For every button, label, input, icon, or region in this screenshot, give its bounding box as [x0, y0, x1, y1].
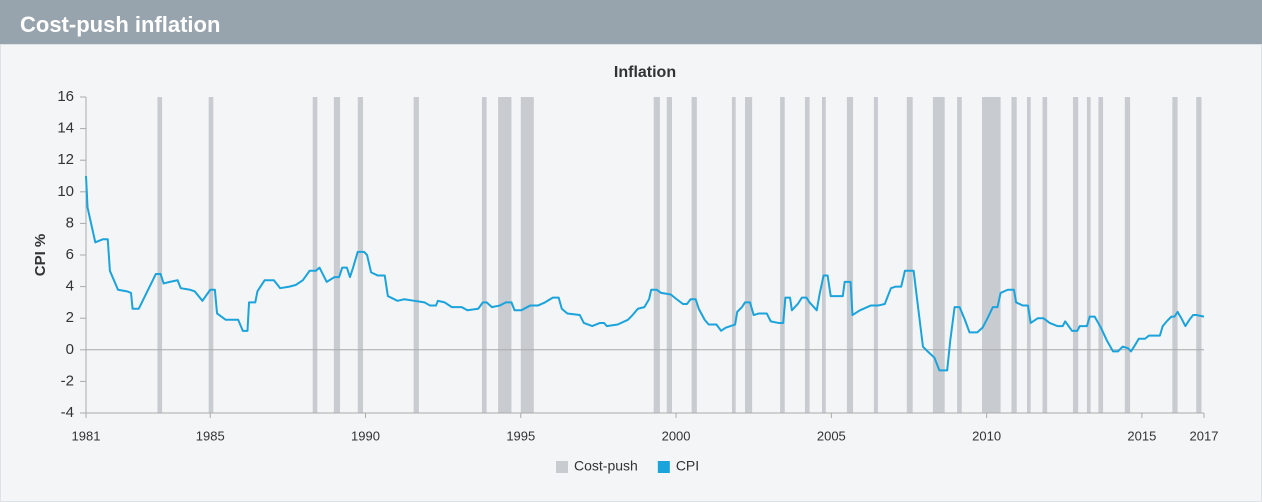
- cost-push-band: [1042, 97, 1048, 413]
- chart-title: Inflation: [614, 64, 676, 81]
- cost-push-band: [481, 97, 487, 413]
- y-tick-label: 16: [57, 88, 74, 105]
- cost-push-band: [906, 97, 913, 413]
- y-tick-label: 6: [66, 246, 74, 263]
- cost-push-band: [333, 97, 341, 413]
- legend-swatch: [556, 461, 568, 473]
- cost-push-band: [744, 97, 753, 413]
- cost-push-band: [780, 97, 785, 413]
- legend-swatch: [657, 461, 670, 473]
- y-tick-label: 8: [66, 214, 74, 231]
- cost-push-band: [932, 97, 945, 413]
- x-tick-label: 2017: [1190, 428, 1219, 443]
- x-tick-label: 1981: [72, 428, 101, 443]
- cost-push-band: [957, 97, 962, 413]
- y-tick-label: 14: [57, 120, 74, 137]
- y-tick-label: 12: [57, 151, 74, 168]
- x-tick-label: 2000: [662, 428, 691, 443]
- cost-push-band: [413, 97, 419, 413]
- cost-push-band: [653, 97, 660, 413]
- legend-label: CPI: [676, 458, 699, 474]
- cost-push-band: [157, 97, 163, 413]
- cost-push-band: [1098, 97, 1104, 413]
- legend-label: Cost-push: [574, 458, 638, 474]
- cost-push-band: [873, 97, 878, 413]
- x-tick-label: 1995: [506, 428, 535, 443]
- y-tick-label: 2: [66, 309, 74, 326]
- header-title: Cost-push inflation: [0, 0, 1262, 44]
- cost-push-band: [846, 97, 854, 413]
- cost-push-band: [1196, 97, 1202, 413]
- cost-push-band: [208, 97, 214, 413]
- cost-push-band: [1172, 97, 1178, 413]
- cost-push-band: [1011, 97, 1017, 413]
- cost-push-band: [1072, 97, 1079, 413]
- y-axis-label: CPI %: [32, 234, 49, 277]
- y-tick-label: -2: [61, 372, 74, 389]
- cost-push-band: [666, 97, 673, 413]
- cost-push-band: [822, 97, 826, 413]
- y-tick-label: 0: [66, 341, 74, 358]
- cost-push-band: [312, 97, 318, 413]
- x-tick-label: 2005: [817, 428, 846, 443]
- y-tick-label: 10: [57, 183, 74, 200]
- x-tick-label: 2010: [972, 428, 1001, 443]
- cost-push-band: [520, 97, 534, 413]
- cost-push-band: [691, 97, 697, 413]
- x-tick-label: 1985: [196, 428, 225, 443]
- x-tick-label: 1990: [351, 428, 380, 443]
- cost-push-band: [1086, 97, 1091, 413]
- cost-push-band: [731, 97, 736, 413]
- cost-push-band: [357, 97, 364, 413]
- cost-push-band: [498, 97, 512, 413]
- cost-push-band: [804, 97, 810, 413]
- cost-push-band: [981, 97, 1001, 413]
- cpi-line: [85, 175, 1205, 372]
- y-tick-label: -4: [61, 404, 74, 421]
- y-tick-label: 4: [66, 278, 74, 295]
- cost-push-band: [1124, 97, 1131, 413]
- x-tick-label: 2015: [1127, 428, 1156, 443]
- cost-push-band: [1026, 97, 1031, 413]
